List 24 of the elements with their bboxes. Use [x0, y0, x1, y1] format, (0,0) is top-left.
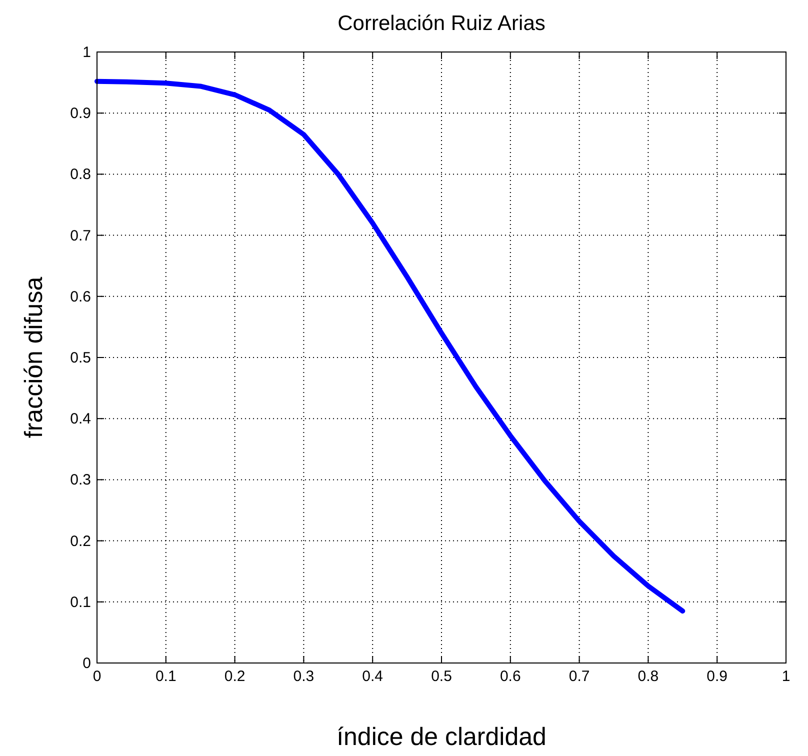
y-tick-label: 0.8 [70, 166, 91, 184]
x-tick-label: 0.7 [568, 668, 590, 685]
x-axis-title: índice de clardidad [336, 723, 546, 751]
x-tick-label: 0.4 [362, 668, 384, 685]
y-tick-label: 0.2 [70, 532, 91, 550]
x-tick-label: 0.3 [293, 668, 314, 685]
x-tick-label: 0.1 [155, 668, 176, 685]
y-tick-label: 0.7 [70, 227, 91, 244]
y-tick-label: 0.3 [70, 472, 91, 489]
x-tick-label: 0.2 [224, 668, 246, 685]
x-tick-label: 0.6 [500, 668, 521, 685]
y-tick-label: 0.6 [70, 288, 91, 306]
chart-title: Correlación Ruiz Arias [338, 12, 546, 35]
x-tick-label: 0.5 [431, 668, 452, 685]
y-tick-label: 0 [82, 655, 91, 672]
x-tick-label: 1 [782, 668, 790, 685]
x-tick-label: 0.8 [638, 668, 659, 685]
y-tick-label: 0.4 [70, 410, 91, 428]
y-tick-label: 0.1 [70, 594, 91, 611]
y-tick-label: 0.9 [70, 105, 91, 122]
y-tick-label: 0.5 [70, 350, 91, 366]
x-tick-label: 0.9 [706, 668, 728, 685]
y-tick-label: 1 [82, 44, 91, 61]
y-axis-title: fracción difusa [20, 276, 48, 438]
